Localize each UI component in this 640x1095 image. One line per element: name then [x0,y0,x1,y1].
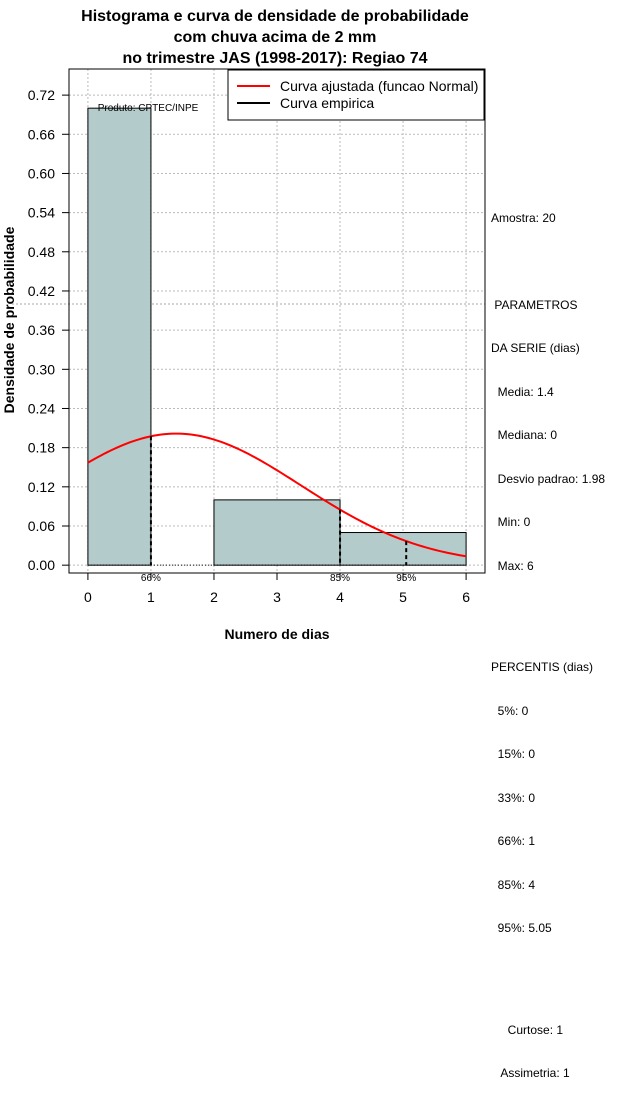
percentile-66: 66%: 1 [491,834,536,848]
stat-mean: Media: 1.4 [491,384,554,399]
x-tick-label: 5 [399,589,407,605]
stat-min: Min: 0 [491,515,531,529]
histogram-bar [87,107,152,566]
y-tick-label: 0.12 [28,479,55,495]
percentile-15: 15%: 0 [491,747,536,761]
y-tick-label: 0.66 [28,126,55,142]
stat-median: Mediana: 0 [491,428,558,442]
stats-panel: Amostra: 20 PARAMETROS DA SERIE (dias) M… [491,182,605,1095]
fitted-normal-curve [87,432,467,558]
percentile-95: 95%: 5.05 [491,921,552,935]
percentile-85: 85%: 4 [491,877,536,892]
stat-kurtosis: Curtose: 1 [491,1022,564,1037]
y-tick-label: 0.36 [28,322,55,338]
params-header-line2: DA SERIE (dias) [491,341,580,355]
y-tick-label: 0.48 [28,244,55,260]
histogram-chart: Histograma e curva de densidade de proba… [1,8,486,642]
legend-box [227,69,485,121]
product-annotation: Produto: CPTEC/INPE [98,103,199,114]
stat-sd: Desvio padrao: 1.98 [491,471,606,486]
legend-empirical-label: Curva empirica [280,95,374,111]
y-tick-label: 0.30 [28,361,55,377]
chart-title-line: com chuva acima de 2 mm [174,29,377,46]
histogram-bar [213,499,341,566]
y-tick-label: 0.72 [28,87,55,103]
x-tick-label: 2 [210,589,218,605]
params-header-line1: PARAMETROS [491,297,578,312]
histogram-bar [339,532,467,566]
y-tick-label: 0.60 [28,165,55,181]
x-axis-label: Numero de dias [224,626,329,642]
y-tick-label: 0.06 [28,518,55,534]
y-tick-label: 0.24 [28,400,55,416]
chart-title-line: Histograma e curva de densidade de proba… [81,8,469,25]
x-tick-label: 6 [462,589,470,605]
percentile-marker-label: 95% [396,573,416,584]
percentiles-header: PERCENTIS (dias) [491,660,594,674]
y-tick-label: 0.18 [28,440,55,456]
stat-skewness: Assimetria: 1 [491,1066,570,1080]
percentile-5: 5%: 0 [491,703,529,718]
y-tick-label: 0.00 [28,557,55,573]
chart-title-line: no trimestre JAS (1998-2017): Regiao 74 [122,50,427,67]
stat-max: Max: 6 [491,558,534,573]
legend-fitted-label: Curva ajustada (funcao Normal) [280,78,478,94]
percentile-33: 33%: 0 [491,790,536,805]
y-tick-label: 0.54 [28,205,55,221]
x-tick-label: 0 [84,589,92,605]
y-axis-label: Densidade de probabilidade [1,226,17,413]
y-tick-label: 0.42 [28,283,55,299]
x-tick-label: 4 [336,589,344,605]
x-tick-label: 1 [147,589,155,605]
x-tick-label: 3 [273,589,281,605]
sample-size: Amostra: 20 [491,211,556,225]
